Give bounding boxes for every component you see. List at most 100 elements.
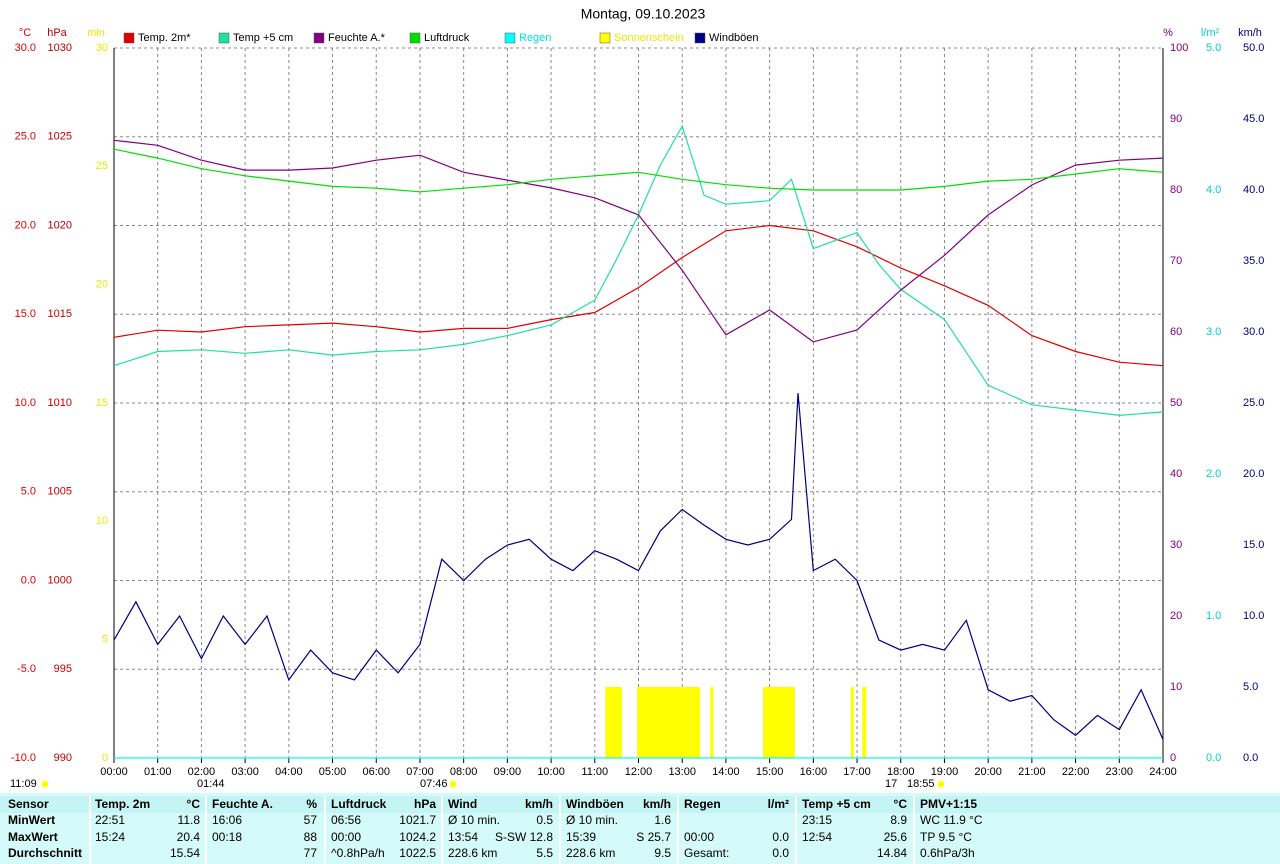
y-tick-label: 1.0 [1206,610,1221,622]
table-cell: 06:56 [331,813,361,827]
table-cell: 1024.2 [399,830,436,844]
table-cell: Wind [448,797,477,811]
table-cell: Windböen [566,797,624,811]
y-tick-label: 10 [1170,681,1182,693]
y-tick-label: 1025 [48,131,72,143]
table-cell: 228.6 km [566,846,615,860]
table-cell: 13:54 [448,830,478,844]
y-tick-label: 20.0 [15,219,36,231]
legend-swatch [599,32,611,44]
table-cell: 8.9 [890,813,907,827]
y-tick-label: 15.0 [1243,539,1264,551]
table-cell: 22:51 [95,813,125,827]
x-tick-label: 17:00 [843,766,871,778]
axis-title: hPa [47,27,67,39]
series-line [113,148,1164,193]
series-line [113,139,1164,343]
table-cell: Durchschnitt [8,846,82,860]
table-header-background [0,796,1280,813]
table-cell: WC 11.9 °C [920,813,983,827]
table-cell: 0.0 [772,846,789,860]
x-tick-label: 16:00 [800,766,828,778]
table-cell: % [306,797,317,811]
legend-label: Regen [519,32,551,44]
x-tick-label: 14:00 [712,766,740,778]
x-tick-label: 21:00 [1018,766,1046,778]
table-cell: 11.8 [178,813,201,827]
table-cell: 77 [304,846,318,860]
table-cell: Feuchte A. [212,797,273,811]
y-tick-label: 70 [1170,255,1182,267]
x-tick-label: 15:00 [756,766,784,778]
annotation: 01:44 [197,778,225,790]
y-tick-label: 45.0 [1243,113,1264,125]
legend-label: Sonnenschein [614,32,684,44]
legend-label: Temp. 2m* [138,32,191,44]
y-tick-label: 10 [96,515,108,527]
sun-icon [449,780,457,788]
table-cell: Temp +5 cm [802,797,871,811]
y-tick-label: 100 [1170,42,1188,54]
x-tick-label: 03:00 [231,766,259,778]
legend-label: Temp +5 cm [233,32,293,44]
y-tick-label: 20 [1170,610,1182,622]
table-cell: PMV+1:15 [920,797,977,811]
table-cell: 23:15 [802,813,832,827]
bar [710,687,714,758]
y-tick-label: 5.0 [1243,681,1258,693]
x-tick-label: 23:00 [1106,766,1134,778]
y-tick-label: 1030 [48,42,72,54]
table-cell: 00:00 [331,830,361,844]
y-tick-label: 30.0 [1243,326,1264,338]
y-tick-label: 1000 [48,574,72,586]
y-tick-label: 0 [102,752,108,764]
axis-title: % [1163,27,1173,39]
y-tick-label: 5.0 [21,486,36,498]
y-tick-label: 15 [96,397,108,409]
y-tick-label: 30.0 [15,42,36,54]
table-cell: 20.4 [177,830,201,844]
table-cell: 12:54 [802,830,832,844]
sun-icon [937,780,945,788]
x-tick-label: 13:00 [668,766,696,778]
y-tick-label: 990 [54,752,72,764]
y-tick-label: 15.0 [15,308,36,320]
bar [637,687,701,758]
table-cell: Ø 10 min. [448,813,500,827]
y-tick-label: 50.0 [1243,42,1264,54]
annotation: 11:09 [10,778,37,790]
table-cell: Ø 10 min. [566,813,618,827]
table-cell: 0.0 [772,830,789,844]
x-tick-label: 22:00 [1062,766,1090,778]
series-line [113,224,1164,367]
table-cell: MaxWert [8,830,58,844]
x-tick-label: 11:00 [581,766,608,778]
y-tick-label: 0 [1170,752,1176,764]
series-line [113,124,1164,417]
table-cell: 88 [304,830,318,844]
y-tick-label: 995 [54,663,72,675]
annotation: 17 [885,778,897,790]
table-cell: Temp. 2m [95,797,150,811]
legend-label: Feuchte A.* [328,32,386,44]
legend-swatch [218,32,230,44]
table-cell: ^0.8hPa/h [331,846,385,860]
table-cell: 16:06 [212,813,242,827]
y-tick-label: 80 [1170,184,1182,196]
y-tick-label: 90 [1170,113,1182,125]
legend-swatch [123,32,135,44]
y-tick-label: 25 [96,160,108,172]
series-line [113,393,1164,740]
table: Sensor Temp. 2m °C Feuchte A.% Luftdruck hPa W… [8,796,983,864]
y-tick-label: 10.0 [15,397,36,409]
table-cell: 15:24 [95,830,125,844]
table-cell: 25.6 [884,830,908,844]
table-cell: Regen [684,797,721,811]
y-tick-label: -5.0 [17,663,36,675]
y-tick-label: 1020 [48,219,72,231]
axis-title: km/h [1238,27,1262,39]
table-cell: 15.54 [170,846,200,860]
legend-label: Windböen [709,32,759,44]
table-cell: Luftdruck [331,797,387,811]
